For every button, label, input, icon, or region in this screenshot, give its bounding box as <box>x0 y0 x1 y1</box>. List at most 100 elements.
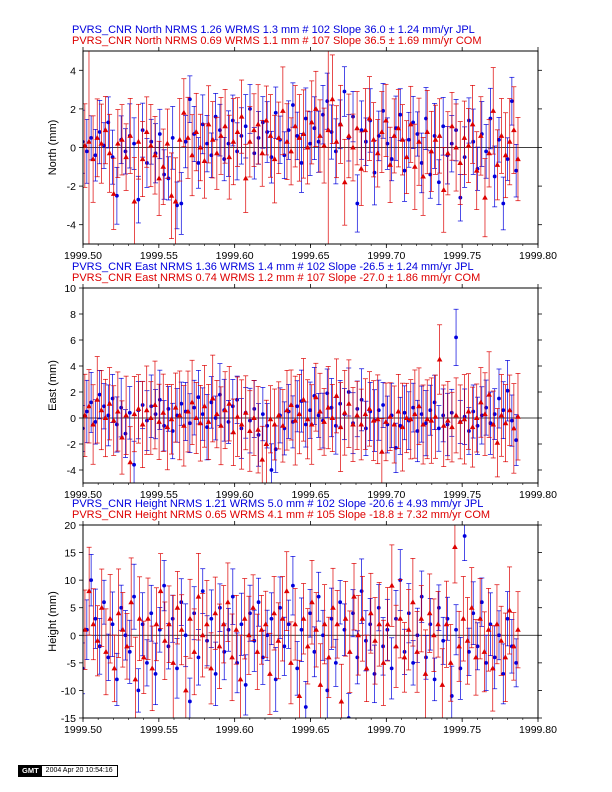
x-tick-label: 1999.55 <box>140 489 178 501</box>
data-point-jpl <box>222 649 227 654</box>
data-point-com <box>407 416 414 422</box>
data-point-com <box>346 400 352 406</box>
data-point-jpl <box>123 431 128 436</box>
data-point-com <box>350 421 356 427</box>
data-point-jpl <box>325 688 330 693</box>
data-point-com <box>424 129 431 135</box>
data-point-com <box>275 637 282 643</box>
data-point-com <box>468 604 475 610</box>
data-point-jpl <box>269 616 274 621</box>
data-point-com <box>135 138 142 144</box>
data-point-jpl <box>114 677 119 682</box>
data-point-com <box>452 544 458 550</box>
data-point-jpl <box>355 655 360 660</box>
data-point-com <box>94 134 101 140</box>
data-point-com <box>334 621 340 627</box>
data-point-jpl <box>175 666 179 671</box>
data-point-jpl <box>200 122 205 127</box>
data-point-com <box>288 659 294 665</box>
data-point-com <box>354 125 360 131</box>
data-point-com <box>187 615 193 621</box>
data-point-jpl <box>398 112 403 117</box>
data-point-jpl <box>187 421 192 426</box>
data-point-jpl <box>308 141 312 146</box>
data-point-com <box>139 156 146 162</box>
data-point-com <box>368 610 374 616</box>
data-point-jpl <box>179 201 184 206</box>
data-point-jpl <box>372 671 377 676</box>
north-ylabel: North (mm) <box>47 120 59 176</box>
data-point-com <box>234 413 241 419</box>
data-point-com <box>127 459 134 465</box>
gmt-logo: GMT <box>19 766 42 776</box>
data-point-com <box>387 161 393 167</box>
data-point-com <box>379 448 385 454</box>
data-point-jpl <box>497 633 501 638</box>
data-point-com <box>110 417 117 423</box>
data-point-com <box>242 409 249 415</box>
east-title-com: PVRS_CNR East NRMS 0.74 WRMS 1.2 mm # 10… <box>72 272 480 284</box>
data-point-com <box>136 615 143 621</box>
data-point-jpl <box>179 401 184 406</box>
data-point-com <box>498 412 505 418</box>
data-point-jpl <box>505 616 510 621</box>
data-point-com <box>208 665 214 671</box>
data-point-com <box>380 659 387 665</box>
data-point-com <box>461 416 468 422</box>
data-point-com <box>107 615 113 621</box>
data-point-com <box>195 593 202 599</box>
data-point-com <box>267 132 274 138</box>
data-point-jpl <box>106 655 111 660</box>
data-point-com <box>214 150 220 156</box>
data-point-jpl <box>471 139 476 144</box>
data-point-com <box>370 417 377 423</box>
data-point-com <box>172 404 179 410</box>
data-point-com <box>304 416 311 422</box>
data-point-com <box>395 408 402 414</box>
y-tick-label: 0 <box>70 413 76 425</box>
data-point-jpl <box>127 649 132 654</box>
data-point-com <box>481 648 488 654</box>
data-point-com <box>247 428 253 433</box>
data-point-jpl <box>235 149 240 154</box>
data-point-jpl <box>295 404 300 409</box>
data-point-jpl <box>312 126 317 131</box>
data-point-com <box>103 648 109 654</box>
data-point-com <box>465 408 472 414</box>
data-point-jpl <box>432 677 437 682</box>
data-point-com <box>181 422 187 428</box>
data-point-jpl <box>278 605 282 610</box>
data-point-jpl <box>132 594 136 599</box>
data-point-com <box>387 413 393 419</box>
data-point-com <box>152 402 158 407</box>
data-point-com <box>370 136 377 142</box>
data-point-com <box>193 415 200 420</box>
data-point-jpl <box>265 633 270 638</box>
data-point-jpl <box>132 462 136 467</box>
data-point-com <box>350 144 356 150</box>
data-point-jpl <box>501 201 506 206</box>
data-point-com <box>143 407 150 413</box>
data-point-com <box>337 121 344 127</box>
y-tick-label: -15 <box>61 713 76 725</box>
gmt-timestamp: GMT 2004 Apr 20 10:54:16 <box>18 765 118 777</box>
data-point-com <box>214 411 220 417</box>
data-point-com <box>164 424 171 430</box>
data-point-jpl <box>415 429 420 433</box>
data-point-jpl <box>376 605 381 610</box>
data-point-com <box>164 140 171 146</box>
data-point-com <box>403 415 410 420</box>
data-point-com <box>342 615 349 621</box>
data-point-jpl <box>475 644 480 649</box>
data-point-jpl <box>265 130 270 134</box>
data-point-com <box>494 439 501 445</box>
data-point-jpl <box>492 412 497 416</box>
data-point-jpl <box>501 671 506 676</box>
data-point-jpl <box>411 405 416 410</box>
data-point-com <box>428 148 435 154</box>
data-point-jpl <box>153 671 158 676</box>
data-point-com <box>399 424 406 430</box>
data-point-com <box>83 142 88 148</box>
data-point-jpl <box>162 583 167 588</box>
data-point-jpl <box>385 141 390 146</box>
